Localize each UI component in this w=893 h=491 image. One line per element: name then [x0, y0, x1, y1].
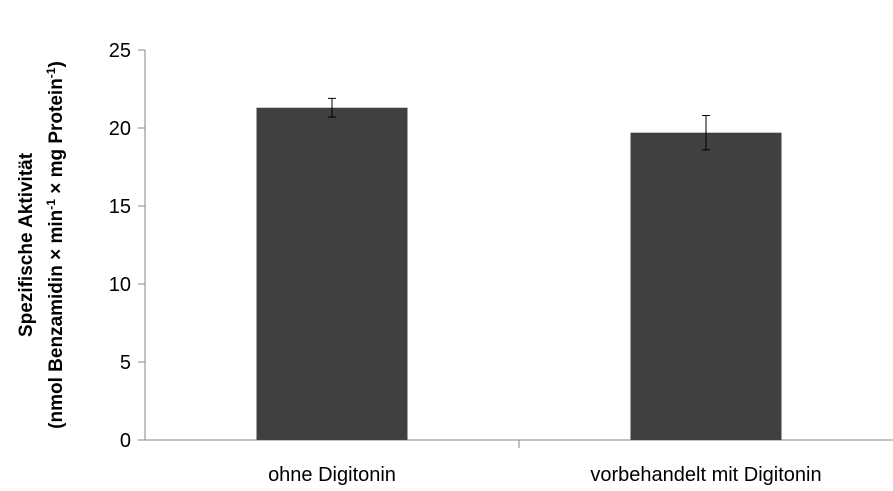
y-tick-label: 0 [120, 430, 131, 452]
x-tick-label: ohne Digitonin [268, 464, 396, 486]
y-axis-title-units: (nmol Benzamidin × min-1 × mg Protein-1) [44, 61, 67, 429]
y-ticks: 0 5 10 15 20 25 [109, 40, 145, 452]
y-tick-label: 10 [109, 274, 131, 296]
x-tick-label: vorbehandelt mit Digitonin [590, 464, 821, 486]
x-tick-labels: ohne Digitonin vorbehandelt mit Digitonin [268, 464, 822, 486]
bar [630, 132, 782, 440]
bar [256, 107, 408, 440]
y-tick-label: 25 [109, 40, 131, 62]
y-tick-label: 15 [109, 196, 131, 218]
error-bars [328, 97, 710, 151]
y-tick-label: 20 [109, 118, 131, 140]
y-axis-title-line1: Spezifische Aktivität [16, 152, 37, 337]
y-axis-title: Spezifische Aktivität [16, 152, 37, 337]
y-tick-label: 5 [120, 352, 131, 374]
bars [256, 107, 782, 440]
